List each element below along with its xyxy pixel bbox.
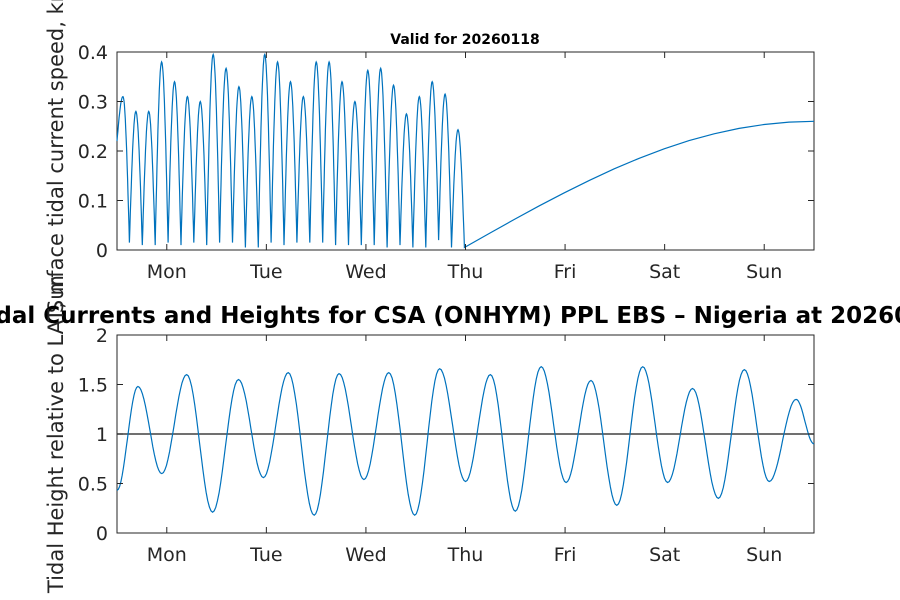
tidal-height-y-tick-label: 1.5 — [78, 375, 108, 397]
figure-title: Tidal Currents and Heights for CSA (ONHY… — [0, 303, 900, 329]
current-speed-y-axis-label: Surface tidal current speed, kn — [44, 0, 68, 313]
tidal-height-x-tick-label: Wed — [345, 544, 386, 566]
tidal-height-x-tick-label: Sat — [649, 544, 680, 566]
current-speed-y-tick-label: 0.4 — [78, 42, 108, 64]
current-speed-chart-title: Valid for 20260118 — [390, 32, 539, 48]
current-speed-x-tick-label: Tue — [249, 261, 282, 283]
tidal-height-series-line — [116, 365, 815, 516]
tidal-height-x-tick-label: Fri — [554, 544, 577, 566]
current-speed-x-tick-label: Wed — [345, 261, 386, 283]
tidal-height-y-tick-label: 0.5 — [78, 474, 108, 496]
current-speed-y-tick-label: 0.3 — [78, 92, 108, 114]
current-speed-y-tick-label: 0.1 — [78, 191, 108, 213]
current-speed-x-tick-label: Thu — [447, 261, 484, 283]
current-speed-x-tick-label: Mon — [147, 261, 187, 283]
current-speed-y-tick-label: 0 — [96, 240, 108, 262]
tidal-height-y-tick-label: 1 — [96, 424, 108, 446]
current-speed-x-tick-label: Fri — [554, 261, 577, 283]
current-speed-series-line — [116, 52, 815, 249]
current-speed-chart: Mon Tue Wed Thu Fri Sat Sun 0 0.1 0.2 0.3 0.4 Valid… — [44, 0, 815, 313]
tidal-height-x-tick-label: Tue — [249, 544, 282, 566]
tidal-height-x-tick-label: Thu — [447, 544, 484, 566]
tidal-height-x-tick-label: Sun — [746, 544, 782, 566]
current-speed-x-tick-label: Sat — [649, 261, 680, 283]
current-speed-y-tick-label: 0.2 — [78, 141, 108, 163]
tidal-height-chart: Mon Tue Wed Thu Fri Sat Sun 0 0.5 1 1.5 2 Tidal Cur… — [0, 275, 900, 594]
current-speed-x-tick-label: Sun — [746, 261, 782, 283]
tidal-height-y-tick-label: 2 — [96, 325, 108, 347]
tidal-height-y-tick-label: 0 — [96, 523, 108, 545]
tidal-height-x-tick-label: Mon — [147, 544, 187, 566]
tidal-height-y-axis-label: Tidal Height relative to LAT, m — [44, 275, 68, 594]
